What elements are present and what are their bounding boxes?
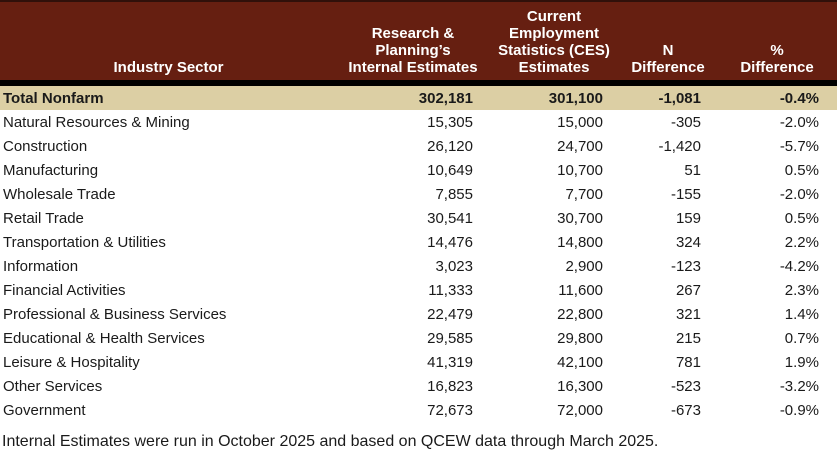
industry-sector-cell: Transportation & Utilities (3, 233, 166, 251)
industry-sector-cell: Other Services (3, 377, 103, 395)
industry-sector-cell: Leisure & Hospitality (3, 353, 140, 371)
value-cell: 0.5% (784, 161, 819, 179)
header-row: Industry Sector Research & Planning’s In… (0, 0, 837, 86)
table-row: Manufacturing 10,649 10,700 51 0.5% (0, 158, 837, 182)
col-header-pct-difference: % Difference (717, 0, 837, 86)
table-row: Government 72,673 72,000 -673 -0.9% (0, 398, 837, 422)
value-cell: 22,800 (557, 305, 603, 323)
value-cell: -2.0% (779, 185, 819, 203)
value-cell: -523 (670, 377, 701, 395)
value-cell: 321 (675, 305, 701, 323)
industry-sector-cell: Information (3, 257, 79, 275)
table-row: Leisure & Hospitality 41,319 42,100 781 1.9% (0, 350, 837, 374)
industry-sector-cell: Total Nonfarm (0, 83, 337, 110)
value-cell: 72,673 (427, 401, 473, 419)
value-cell: 301,100 (489, 83, 619, 110)
value-cell: 2.2% (784, 233, 819, 251)
value-cell: 324 (675, 233, 701, 251)
industry-sector-cell: Government (3, 401, 86, 419)
value-cell: 1.9% (784, 353, 819, 371)
table-row: Transportation & Utilities 14,476 14,800 32… (0, 230, 837, 254)
value-cell: -5.7% (779, 137, 819, 155)
table-body: Total Nonfarm 302,181 301,100 -1,081 -0.4% Na… (0, 83, 837, 422)
value-cell: 215 (675, 329, 701, 347)
value-cell: 14,476 (427, 233, 473, 251)
industry-sector-cell: Financial Activities (3, 281, 126, 299)
table-row: Construction 26,120 24,700 -1,420 -5.7% (0, 134, 837, 158)
value-cell: 2,900 (565, 257, 603, 275)
value-cell: 24,700 (557, 137, 603, 155)
value-cell: 14,800 (557, 233, 603, 251)
value-cell: 29,800 (557, 329, 603, 347)
value-cell: -123 (670, 257, 701, 275)
value-cell: 11,333 (428, 281, 473, 299)
value-cell: -3.2% (779, 377, 819, 395)
value-cell: 30,541 (427, 209, 473, 227)
value-cell: 3,023 (435, 257, 473, 275)
value-cell: 41,319 (427, 353, 473, 371)
col-header-n-difference: N Difference (619, 0, 717, 86)
value-cell: -305 (670, 113, 701, 131)
value-cell: -4.2% (779, 257, 819, 275)
value-cell: 16,300 (557, 377, 603, 395)
value-cell: 267 (675, 281, 701, 299)
value-cell: -155 (670, 185, 701, 203)
value-cell: 10,649 (427, 161, 473, 179)
table-row: Educational & Health Services 29,585 29,80… (0, 326, 837, 350)
value-cell: 42,100 (557, 353, 603, 371)
col-header-internal-estimates: Research & Planning’s Internal Estimates (337, 0, 489, 86)
value-cell: 26,120 (427, 137, 473, 155)
table-row: Professional & Business Services 22,479 22… (0, 302, 837, 326)
value-cell: 781 (675, 353, 701, 371)
industry-sector-cell: Professional & Business Services (3, 305, 227, 323)
value-cell: 16,823 (427, 377, 473, 395)
industry-sector-cell: Retail Trade (3, 209, 84, 227)
table-row-total: Total Nonfarm 302,181 301,100 -1,081 -0.4% (0, 83, 837, 110)
value-cell: -673 (670, 401, 701, 419)
table-row: Other Services 16,823 16,300 -523 -3.2% (0, 374, 837, 398)
table-row: Financial Activities 11,333 11,600 267 2.3% (0, 278, 837, 302)
industry-sector-cell: Manufacturing (3, 161, 99, 179)
value-cell: 0.5% (784, 209, 819, 227)
table-header: Industry Sector Research & Planning’s In… (0, 0, 837, 86)
value-cell: -0.4% (717, 83, 837, 110)
value-cell: 0.7% (784, 329, 819, 347)
table-row: Natural Resources & Mining 15,305 15,000 -3… (0, 110, 837, 134)
table-row: Information 3,023 2,900 -123 -4.2% (0, 254, 837, 278)
value-cell: -1,081 (619, 83, 717, 110)
value-cell: 72,000 (557, 401, 603, 419)
table-row: Wholesale Trade 7,855 7,700 -155 -2.0% (0, 182, 837, 206)
value-cell: 15,000 (557, 113, 603, 131)
value-cell: 30,700 (557, 209, 603, 227)
industry-sector-cell: Natural Resources & Mining (3, 113, 190, 131)
col-header-ces-estimates: Current Employment Statistics (CES) Esti… (489, 0, 619, 86)
industry-sector-cell: Educational & Health Services (3, 329, 205, 347)
value-cell: 29,585 (427, 329, 473, 347)
value-cell: 302,181 (337, 83, 489, 110)
value-cell: 1.4% (784, 305, 819, 323)
value-cell: -0.9% (779, 401, 819, 419)
value-cell: 10,700 (557, 161, 603, 179)
col-header-industry-sector: Industry Sector (0, 0, 337, 86)
value-cell: 7,700 (565, 185, 603, 203)
value-cell: 159 (675, 209, 701, 227)
value-cell: 22,479 (427, 305, 473, 323)
value-cell: 11,600 (558, 281, 603, 299)
industry-sector-cell: Wholesale Trade (3, 185, 116, 203)
value-cell: 7,855 (435, 185, 473, 203)
table-row: Retail Trade 30,541 30,700 159 0.5% (0, 206, 837, 230)
value-cell: -1,420 (658, 137, 701, 155)
table-footnote: Internal Estimates were run in October 2… (2, 433, 659, 450)
value-cell: 2.3% (784, 281, 819, 299)
industry-sector-cell: Construction (3, 137, 88, 155)
value-cell: 15,305 (427, 113, 473, 131)
value-cell: -2.0% (779, 113, 819, 131)
comparison-table: Industry Sector Research & Planning’s In… (0, 0, 837, 422)
value-cell: 51 (684, 161, 701, 179)
